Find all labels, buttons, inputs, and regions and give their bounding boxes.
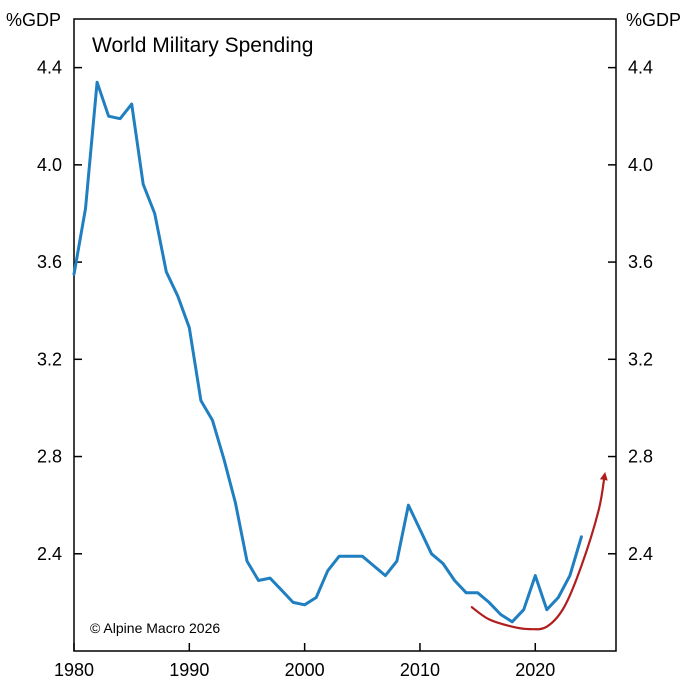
data-point-2003 [338,555,341,558]
data-point-2007 [384,574,387,577]
data-point-1984 [119,117,122,120]
x-axis: 1980 1990 2000 2010 2020 [54,643,555,680]
data-point-1981 [84,207,87,210]
y-axis-left: 2.4 2.8 3.2 3.6 4.0 4.4 [37,58,82,564]
y-tick-label-left: 2.4 [37,544,62,564]
trend-arrow [470,472,608,631]
x-tick-label: 1990 [169,660,209,680]
data-point-1994 [234,501,237,504]
data-point-2014 [465,591,468,594]
data-point-2023 [568,574,571,577]
data-point-2024 [580,535,583,538]
y-tick-label-left: 2.8 [37,447,62,467]
data-point-2008 [395,560,398,563]
data-point-2006 [372,564,375,567]
data-point-2018 [511,620,514,623]
data-point-1980 [73,273,76,276]
data-point-2021 [545,608,548,611]
data-point-2011 [430,552,433,555]
y-tick-label-right: 3.6 [628,252,653,272]
x-tick-label: 2000 [285,660,325,680]
data-point-2013 [453,579,456,582]
data-point-1995 [245,560,248,563]
data-point-2012 [442,562,445,565]
data-point-1998 [280,589,283,592]
data-point-2015 [476,591,479,594]
y-unit-right: %GDP [626,10,681,30]
y-tick-label-right: 2.4 [628,544,653,564]
y-tick-label-right: 3.2 [628,349,653,369]
data-point-1983 [107,115,110,118]
data-point-2004 [349,555,352,558]
data-point-1996 [257,579,260,582]
y-tick-label-left: 4.0 [37,155,62,175]
data-point-1985 [130,103,133,106]
data-point-1987 [153,212,156,215]
y-tick-label-right: 4.0 [628,155,653,175]
data-point-2019 [522,608,525,611]
data-point-2017 [499,613,502,616]
y-tick-label-right: 4.4 [628,58,653,78]
y-tick-label-left: 3.2 [37,349,62,369]
data-point-1988 [165,270,168,273]
data-point-2001 [315,596,318,599]
y-tick-label-left: 4.4 [37,58,62,78]
x-tick-label: 2010 [400,660,440,680]
chart-credit: © Alpine Macro 2026 [90,620,220,636]
y-tick-label-left: 3.6 [37,252,62,272]
data-point-1986 [142,183,145,186]
x-tick-label: 1980 [54,660,94,680]
y-axis-right: 2.4 2.8 3.2 3.6 4.0 4.4 [608,58,653,564]
y-tick-label-right: 2.8 [628,447,653,467]
data-point-2002 [326,569,329,572]
data-point-2016 [488,601,491,604]
data-point-1989 [176,295,179,298]
series-line-world-military-spending [72,80,583,624]
data-point-1997 [269,577,272,580]
data-point-1993 [222,457,225,460]
data-point-2000 [303,603,306,606]
data-point-2005 [361,555,364,558]
series-points [73,81,583,624]
chart-title: World Military Spending [92,34,313,57]
y-unit-left: %GDP [6,10,61,30]
x-tick-label: 2020 [515,660,555,680]
data-point-2009 [407,504,410,507]
data-point-2022 [557,596,560,599]
plot-frame [73,18,617,652]
data-point-2010 [418,528,421,531]
data-point-1991 [199,399,202,402]
data-point-1992 [211,419,214,422]
data-point-1999 [292,601,295,604]
data-point-1990 [188,326,191,329]
data-point-1982 [96,81,99,84]
data-point-2020 [534,574,537,577]
